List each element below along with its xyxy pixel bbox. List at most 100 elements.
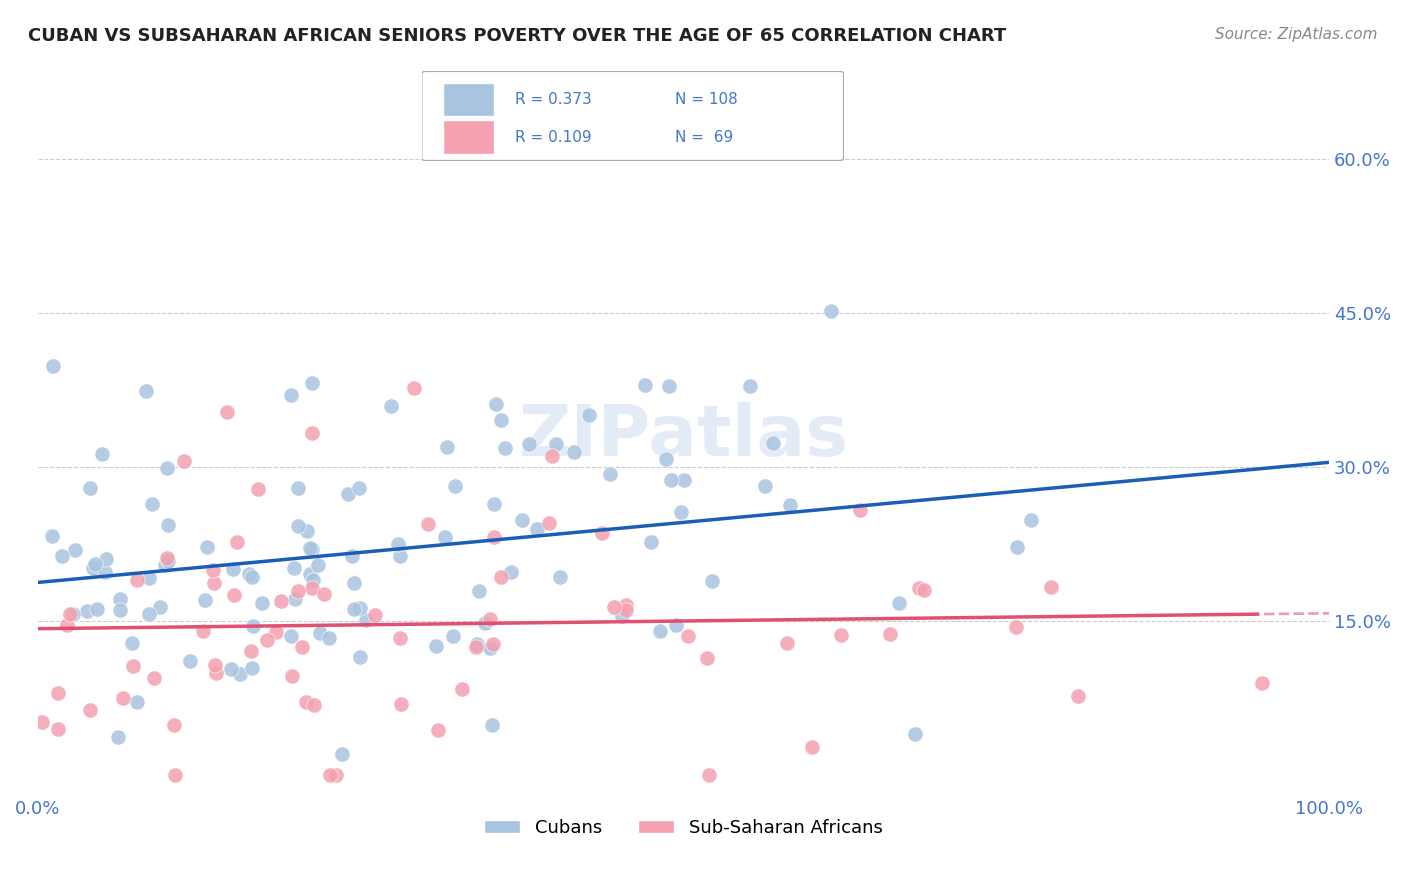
Sub-Saharan Africans	[391, 697, 413, 711]
Sub-Saharan Africans	[173, 454, 195, 468]
Sub-Saharan Africans	[165, 768, 187, 782]
Cubans	[302, 574, 325, 588]
Sub-Saharan Africans	[538, 516, 561, 531]
Cubans	[669, 505, 692, 519]
Cubans	[659, 473, 682, 487]
Cubans	[655, 452, 678, 467]
Cubans	[90, 447, 112, 461]
Sub-Saharan Africans	[614, 602, 637, 616]
Sub-Saharan Africans	[541, 449, 564, 463]
Cubans	[194, 593, 217, 607]
Cubans	[156, 517, 179, 532]
Sub-Saharan Africans	[389, 631, 412, 645]
Cubans	[51, 549, 73, 564]
Sub-Saharan Africans	[849, 502, 872, 516]
Sub-Saharan Africans	[280, 669, 302, 683]
Cubans	[599, 467, 621, 482]
Cubans	[156, 554, 179, 568]
Text: R = 0.109: R = 0.109	[515, 129, 591, 145]
Cubans	[250, 595, 273, 609]
Sub-Saharan Africans	[426, 723, 449, 738]
Sub-Saharan Africans	[143, 672, 166, 686]
Cubans	[548, 570, 571, 584]
Sub-Saharan Africans	[879, 627, 901, 641]
Cubans	[474, 615, 496, 630]
Cubans	[702, 574, 724, 589]
Cubans	[94, 552, 117, 566]
Cubans	[340, 549, 363, 563]
Cubans	[578, 409, 600, 423]
Sub-Saharan Africans	[482, 529, 505, 543]
Cubans	[153, 558, 176, 572]
Sub-Saharan Africans	[450, 682, 472, 697]
Sub-Saharan Africans	[907, 581, 929, 595]
Cubans	[481, 718, 503, 732]
Sub-Saharan Africans	[325, 768, 347, 782]
Cubans	[62, 607, 84, 621]
Cubans	[228, 667, 250, 681]
Text: N = 108: N = 108	[675, 92, 738, 107]
Cubans	[650, 624, 672, 638]
Cubans	[138, 607, 160, 621]
Cubans	[479, 640, 502, 655]
Sub-Saharan Africans	[319, 768, 342, 782]
Cubans	[330, 747, 353, 762]
Cubans	[280, 629, 302, 643]
Sub-Saharan Africans	[465, 640, 488, 654]
Cubans	[83, 557, 105, 571]
Sub-Saharan Africans	[364, 608, 387, 623]
Cubans	[108, 603, 131, 617]
Sub-Saharan Africans	[301, 581, 323, 595]
Cubans	[336, 487, 359, 501]
Sub-Saharan Africans	[205, 666, 228, 681]
Sub-Saharan Africans	[193, 624, 215, 639]
Sub-Saharan Africans	[830, 628, 852, 642]
Text: CUBAN VS SUBSAHARAN AFRICAN SENIORS POVERTY OVER THE AGE OF 65 CORRELATION CHART: CUBAN VS SUBSAHARAN AFRICAN SENIORS POVE…	[28, 27, 1007, 45]
Cubans	[1005, 541, 1028, 555]
Sub-Saharan Africans	[914, 583, 936, 598]
Sub-Saharan Africans	[163, 718, 186, 732]
Sub-Saharan Africans	[603, 600, 626, 615]
Cubans	[82, 561, 104, 575]
Cubans	[347, 482, 370, 496]
Sub-Saharan Africans	[696, 651, 718, 665]
Sub-Saharan Africans	[678, 629, 700, 643]
Cubans	[387, 537, 409, 551]
Cubans	[544, 437, 567, 451]
Legend: Cubans, Sub-Saharan Africans: Cubans, Sub-Saharan Africans	[477, 812, 890, 844]
Cubans	[107, 730, 129, 744]
Sub-Saharan Africans	[246, 482, 269, 496]
Sub-Saharan Africans	[79, 703, 101, 717]
Cubans	[41, 529, 63, 543]
Cubans	[79, 481, 101, 495]
Cubans	[141, 497, 163, 511]
Cubans	[156, 461, 179, 475]
Text: ZIPatlas: ZIPatlas	[519, 402, 848, 471]
Sub-Saharan Africans	[202, 576, 225, 591]
Cubans	[219, 662, 242, 676]
Cubans	[86, 602, 108, 616]
Sub-Saharan Africans	[489, 570, 512, 584]
Text: R = 0.373: R = 0.373	[515, 92, 592, 107]
Cubans	[388, 549, 411, 564]
Cubans	[482, 497, 505, 511]
Cubans	[309, 626, 332, 640]
Sub-Saharan Africans	[56, 618, 79, 632]
FancyBboxPatch shape	[443, 120, 494, 153]
Cubans	[149, 600, 172, 615]
Cubans	[738, 379, 761, 393]
Cubans	[640, 534, 662, 549]
Cubans	[121, 636, 143, 650]
Sub-Saharan Africans	[202, 563, 225, 577]
Cubans	[754, 479, 776, 493]
FancyBboxPatch shape	[422, 71, 844, 161]
Cubans	[349, 650, 371, 665]
Sub-Saharan Africans	[48, 723, 70, 737]
Cubans	[280, 388, 302, 402]
Cubans	[658, 379, 681, 393]
Cubans	[127, 695, 149, 709]
Sub-Saharan Africans	[801, 739, 824, 754]
Cubans	[301, 376, 323, 390]
Cubans	[287, 519, 309, 533]
Sub-Saharan Africans	[215, 404, 238, 418]
